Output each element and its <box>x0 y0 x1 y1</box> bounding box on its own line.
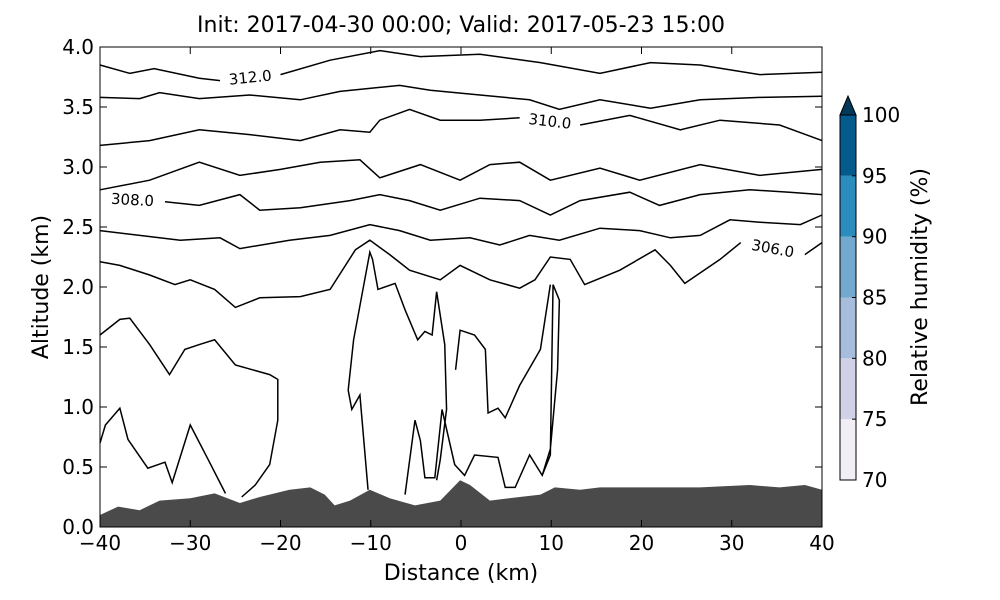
colorbar-segment <box>840 419 856 480</box>
contour-line <box>99 214 823 250</box>
y-tick-label: 0.5 <box>62 455 94 479</box>
x-axis-label: Distance (km) <box>384 561 539 586</box>
y-tick-label: 1.5 <box>62 335 94 359</box>
x-tick-label: 0 <box>455 531 468 555</box>
colorbar-tick-label: 85 <box>862 286 887 310</box>
colorbar-tick-label: 80 <box>862 346 887 370</box>
contour-label: 306.0 <box>750 236 796 262</box>
colorbar-tick-label: 100 <box>862 103 900 127</box>
colorbar-extension <box>839 94 857 116</box>
contour-line <box>454 284 552 420</box>
x-tick-label: −10 <box>350 531 392 555</box>
y-tick-label: 3.5 <box>62 95 94 119</box>
contour-line <box>99 159 823 191</box>
colorbar-tick-label: 75 <box>862 407 887 431</box>
contour-line <box>99 406 227 494</box>
contour-line <box>164 189 823 216</box>
colorbar-segment <box>840 175 856 237</box>
x-tick-label: 40 <box>809 531 834 555</box>
contour-label: 310.0 <box>528 110 573 133</box>
x-tick-label: −20 <box>259 531 301 555</box>
contour-label: 312.0 <box>228 67 273 89</box>
y-tick-label: 0.0 <box>62 515 94 539</box>
colorbar-segment <box>840 236 856 298</box>
colorbar-segment <box>840 115 856 176</box>
contour-line <box>99 49 823 82</box>
colorbar-segment <box>840 297 856 359</box>
contour-line <box>99 317 279 498</box>
contour-line <box>347 249 448 490</box>
chart-title: Init: 2017-04-30 00:00; Valid: 2017-05-2… <box>197 13 725 38</box>
y-tick-label: 1.0 <box>62 395 94 419</box>
y-tick-label: 2.0 <box>62 275 94 299</box>
y-tick-label: 2.5 <box>62 215 94 239</box>
colorbar-tick-label: 95 <box>862 164 887 188</box>
x-tick-label: 20 <box>629 531 654 555</box>
colorbar-segment <box>840 358 856 420</box>
x-tick-label: −40 <box>79 531 121 555</box>
y-tick-label: 3.0 <box>62 155 94 179</box>
colorbar-tick-label: 90 <box>862 225 887 249</box>
contour-label: 308.0 <box>111 190 155 210</box>
contour-line <box>404 284 561 495</box>
x-tick-label: 10 <box>539 531 564 555</box>
terrain <box>100 480 822 527</box>
y-axis-label: Altitude (km) <box>29 215 54 359</box>
x-tick-label: −30 <box>169 531 211 555</box>
y-tick-label: 4.0 <box>62 35 94 59</box>
contour-line <box>99 84 823 111</box>
contour-line <box>99 108 823 147</box>
contour-line <box>99 239 823 309</box>
colorbar-label: Relative humidity (%) <box>908 168 933 406</box>
x-tick-label: 30 <box>719 531 744 555</box>
colorbar-tick-label: 70 <box>862 468 887 492</box>
